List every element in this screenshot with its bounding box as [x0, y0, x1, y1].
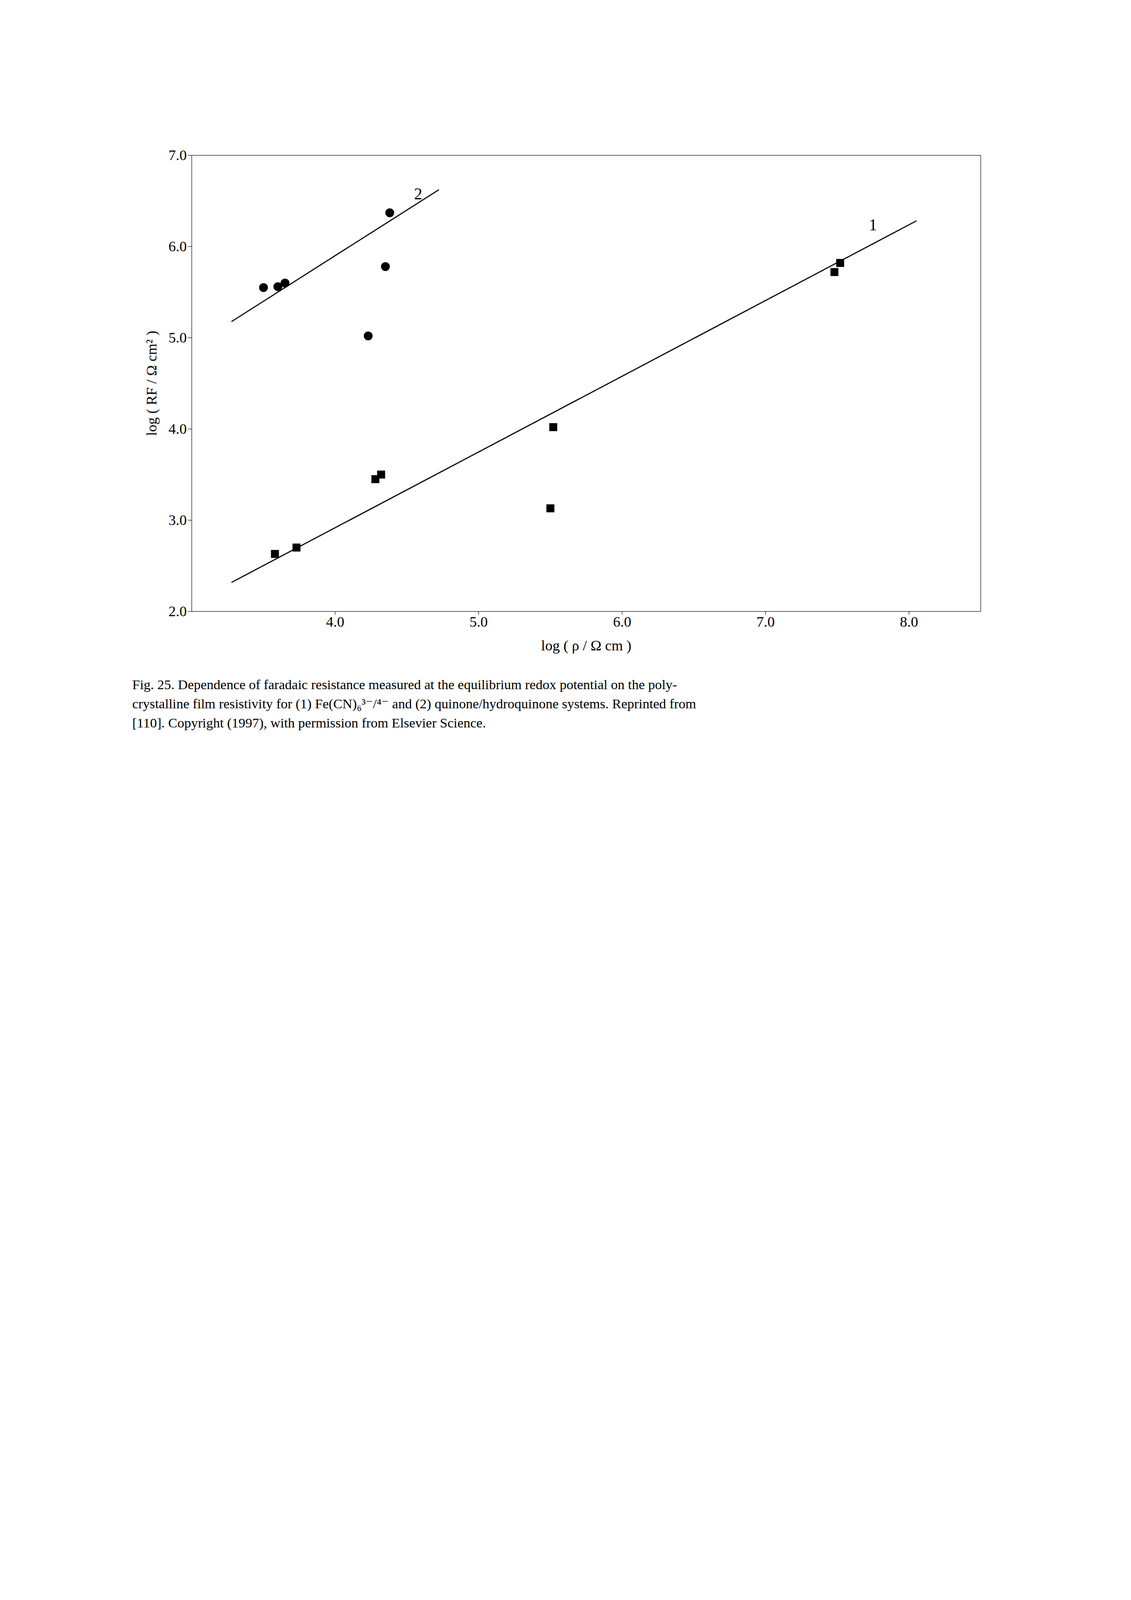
svg-text:log ( RF / Ω cm² ): log ( RF / Ω cm² ) [143, 330, 160, 436]
html-text:Fig. 25. Dependence of faradai: Fig. 25. Dependence of faradaic resistan… [132, 676, 697, 731]
svg-text:6.0: 6.0 [168, 238, 187, 255]
svg-text:1: 1 [868, 215, 877, 234]
svg-text:8.0: 8.0 [899, 613, 919, 630]
svg-text:4.0: 4.0 [168, 420, 187, 437]
svg-text:5.0: 5.0 [168, 329, 187, 346]
svg-text:6.0: 6.0 [612, 613, 632, 630]
svg-text:2: 2 [414, 184, 423, 203]
svg-text:2.0: 2.0 [168, 602, 187, 620]
svg-text:3.0: 3.0 [168, 511, 187, 529]
svg-text:log ( ρ / Ω cm ): log ( ρ / Ω cm ) [541, 637, 632, 654]
svg-text:7.0: 7.0 [168, 146, 187, 164]
svg-text:7.0: 7.0 [756, 613, 775, 630]
svg-text:5.0: 5.0 [469, 613, 488, 630]
svg-text:4.0: 4.0 [326, 613, 345, 630]
